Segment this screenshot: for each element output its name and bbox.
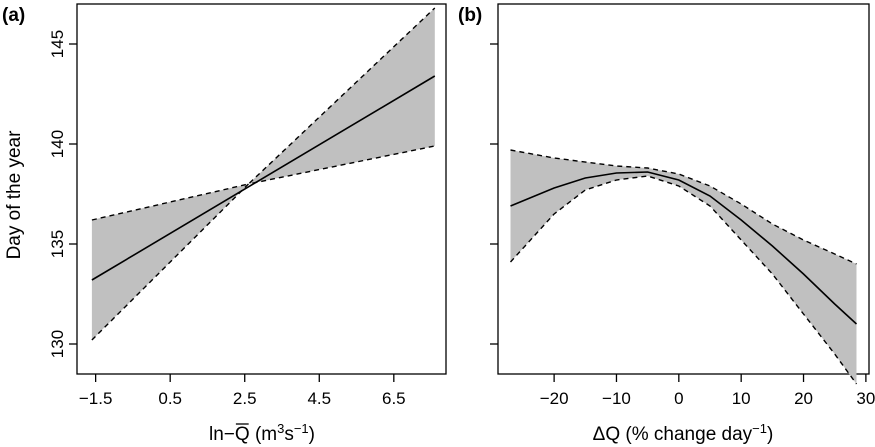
y-tick-label-a: 145: [48, 30, 67, 58]
y-axis-title: Day of the year: [4, 130, 25, 260]
panel-a: −1.5 0.5 2.5 4.5 6.5 130 135 140 145 (a) ln−Q (…: [2, 3, 447, 445]
x-tick-label-b: 10: [732, 389, 751, 408]
fit-line-b: [510, 171, 858, 325]
x-tick-label-b: −10: [602, 389, 631, 408]
confidence-band-a: [91, 8, 435, 340]
x-tick-label-b: 0: [674, 389, 683, 408]
x-tick-label-b: 20: [794, 389, 813, 408]
panel-label-b: (b): [458, 5, 482, 26]
fit-line-a: [91, 75, 436, 281]
lower-line-b: [509, 175, 858, 385]
x-axis-title-b: ΔQ (% change day−1): [593, 421, 774, 445]
confidence-band-b: [510, 150, 857, 384]
y-tick-label-a: 140: [48, 130, 67, 158]
q-bar-variable: Q: [235, 424, 250, 445]
plot-frame-b: [497, 3, 870, 375]
x-tick-label-a: 6.5: [382, 389, 406, 408]
lower-line-a: [91, 145, 435, 341]
panel-b: −20 −10 0 10 20 30 (b) ΔQ (% change day−1): [458, 3, 875, 445]
x-axis-title-a: ln−Q (m3s−1): [209, 421, 315, 445]
x-tick-label-b: −20: [540, 389, 569, 408]
x-tick-label-b: 30: [856, 389, 875, 408]
x-tick-label-a: 2.5: [233, 389, 257, 408]
x-tick-label-a: 0.5: [158, 389, 182, 408]
x-tick-label-a: 4.5: [307, 389, 331, 408]
y-tick-label-a: 135: [48, 230, 67, 258]
plot-frame-a: [76, 3, 447, 375]
y-tick-label-a: 130: [48, 330, 67, 358]
panel-label-a: (a): [2, 5, 25, 26]
x-tick-label-a: −1.5: [79, 389, 113, 408]
